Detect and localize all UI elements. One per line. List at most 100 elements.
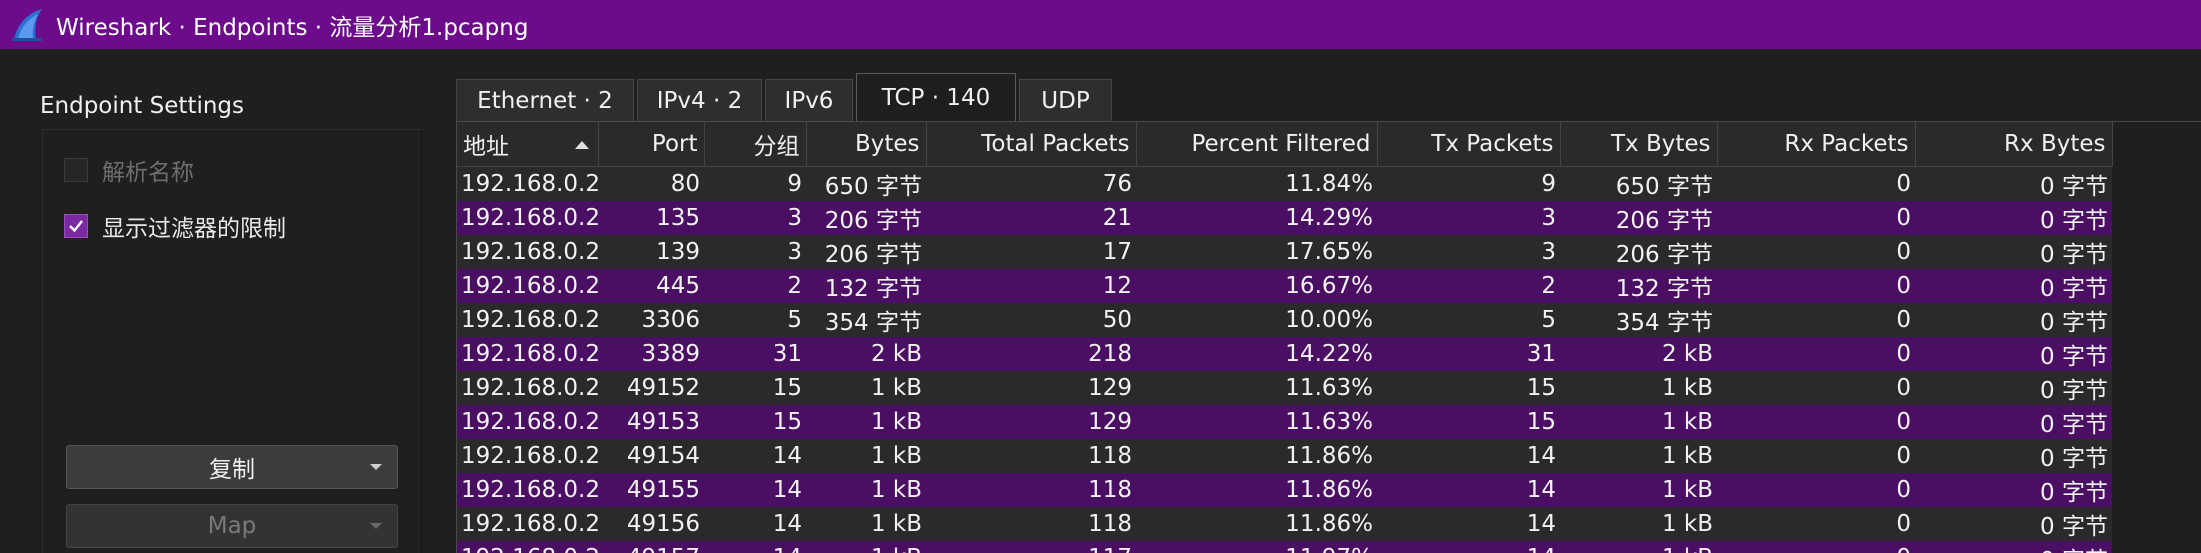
- tab-udp[interactable]: UDP: [1019, 79, 1112, 121]
- cell-tx-bytes: 1 kB: [1560, 540, 1717, 553]
- cell-port: 3306: [598, 302, 704, 337]
- column-header-percent-filtered[interactable]: Percent Filtered: [1136, 122, 1378, 167]
- cell-total-packets: 118: [926, 506, 1136, 541]
- cell-address: 192.168.0.2: [457, 438, 600, 473]
- table-row[interactable]: 192.168.0.2 49155 14 1 kB 118 11.86% 14 1 kB 0 0 …: [457, 472, 2112, 507]
- cell-packets: 14: [704, 438, 806, 473]
- column-header-rx-packets[interactable]: Rx Packets: [1717, 122, 1916, 167]
- cell-port: 139: [598, 234, 704, 269]
- cell-bytes: 206 字节: [806, 200, 926, 235]
- table-row[interactable]: 192.168.0.2 139 3 206 字节 17 17.65% 3 206 字节 0 0 字…: [457, 234, 2112, 269]
- cell-rx-bytes: 0 字节: [1915, 234, 2112, 269]
- cell-port: 49154: [598, 438, 704, 473]
- cell-percent-filtered: 10.00%: [1136, 302, 1377, 337]
- cell-bytes: 132 字节: [806, 268, 926, 303]
- cell-address: 192.168.0.2: [457, 506, 600, 541]
- cell-rx-bytes: 0 字节: [1915, 540, 2112, 553]
- endpoint-settings-label: Endpoint Settings: [40, 93, 245, 119]
- cell-packets: 3: [704, 234, 806, 269]
- cell-total-packets: 50: [926, 302, 1136, 337]
- cell-bytes: 354 字节: [806, 302, 926, 337]
- cell-port: 49152: [598, 370, 704, 405]
- cell-tx-packets: 3: [1377, 200, 1560, 235]
- cell-port: 49155: [598, 472, 704, 507]
- cell-packets: 3: [704, 200, 806, 235]
- cell-port: 445: [598, 268, 704, 303]
- limit-to-display-filter-checkbox[interactable]: [64, 214, 88, 238]
- limit-to-display-filter-option[interactable]: 显示过滤器的限制: [64, 209, 286, 243]
- cell-rx-bytes: 0 字节: [1915, 472, 2112, 507]
- cell-total-packets: 21: [926, 200, 1136, 235]
- resolve-names-label: 解析名称: [102, 160, 194, 186]
- cell-bytes: 1 kB: [806, 472, 926, 507]
- column-header-packets[interactable]: 分组: [704, 122, 807, 167]
- cell-tx-bytes: 1 kB: [1560, 438, 1717, 473]
- table-row[interactable]: 192.168.0.2 49154 14 1 kB 118 11.86% 14 1 kB 0 0 …: [457, 438, 2112, 473]
- cell-tx-bytes: 354 字节: [1560, 302, 1717, 337]
- cell-rx-packets: 0: [1717, 200, 1915, 235]
- tab-ipv6[interactable]: IPv6: [765, 79, 853, 121]
- table-row[interactable]: 192.168.0.2 80 9 650 字节 76 11.84% 9 650 字节 0 0 字节: [457, 166, 2112, 201]
- cell-bytes: 1 kB: [806, 438, 926, 473]
- column-header-port[interactable]: Port: [598, 122, 705, 167]
- column-header-total-packets[interactable]: Total Packets: [926, 122, 1137, 167]
- column-header-address[interactable]: 地址: [457, 122, 599, 167]
- cell-port: 49156: [598, 506, 704, 541]
- cell-bytes: 650 字节: [806, 166, 926, 201]
- cell-percent-filtered: 14.22%: [1136, 336, 1377, 371]
- cell-port: 80: [598, 166, 704, 201]
- cell-tx-packets: 14: [1377, 472, 1560, 507]
- cell-rx-packets: 0: [1717, 336, 1915, 371]
- cell-rx-packets: 0: [1717, 472, 1915, 507]
- cell-rx-bytes: 0 字节: [1915, 370, 2112, 405]
- endpoint-settings-panel: Endpoint Settings 解析名称 显示过滤器的限制 复制 Map: [0, 49, 440, 553]
- table-row[interactable]: 192.168.0.2 135 3 206 字节 21 14.29% 3 206 字节 0 0 字…: [457, 200, 2112, 235]
- cell-rx-bytes: 0 字节: [1915, 166, 2112, 201]
- cell-bytes: 1 kB: [806, 540, 926, 553]
- cell-address: 192.168.0.2: [457, 404, 600, 439]
- table-row[interactable]: 192.168.0.2 3389 31 2 kB 218 14.22% 31 2 kB 0 0 字…: [457, 336, 2112, 371]
- column-header-tx-bytes[interactable]: Tx Bytes: [1560, 122, 1718, 167]
- endpoints-table[interactable]: 地址 Port 分组 Bytes Total Packets Percent F…: [456, 121, 2201, 553]
- column-header-rx-bytes[interactable]: Rx Bytes: [1915, 122, 2113, 167]
- resolve-names-option: 解析名称: [64, 153, 194, 187]
- table-row[interactable]: 192.168.0.2 49156 14 1 kB 118 11.86% 14 1 kB 0 0 …: [457, 506, 2112, 541]
- table-row[interactable]: 192.168.0.2 445 2 132 字节 12 16.67% 2 132 字节 0 0 字…: [457, 268, 2112, 303]
- cell-rx-packets: 0: [1717, 302, 1915, 337]
- cell-packets: 14: [704, 472, 806, 507]
- dropdown-arrow-icon: [370, 523, 382, 529]
- tab-ethernet[interactable]: Ethernet · 2: [456, 79, 634, 121]
- cell-port: 135: [598, 200, 704, 235]
- settings-group-box: [42, 129, 422, 553]
- table-row[interactable]: 192.168.0.2 49152 15 1 kB 129 11.63% 15 1 kB 0 0 …: [457, 370, 2112, 405]
- cell-address: 192.168.0.2: [457, 302, 600, 337]
- cell-packets: 9: [704, 166, 806, 201]
- cell-packets: 15: [704, 370, 806, 405]
- cell-tx-packets: 2: [1377, 268, 1560, 303]
- cell-rx-bytes: 0 字节: [1915, 268, 2112, 303]
- cell-percent-filtered: 11.86%: [1136, 506, 1377, 541]
- cell-bytes: 1 kB: [806, 506, 926, 541]
- column-header-tx-packets[interactable]: Tx Packets: [1377, 122, 1561, 167]
- cell-packets: 14: [704, 540, 806, 553]
- cell-bytes: 1 kB: [806, 404, 926, 439]
- cell-rx-packets: 0: [1717, 404, 1915, 439]
- tab-tcp[interactable]: TCP · 140: [856, 73, 1016, 121]
- cell-total-packets: 129: [926, 404, 1136, 439]
- limit-to-display-filter-label: 显示过滤器的限制: [102, 216, 286, 242]
- cell-percent-filtered: 11.84%: [1136, 166, 1377, 201]
- cell-tx-packets: 14: [1377, 438, 1560, 473]
- cell-rx-packets: 0: [1717, 166, 1915, 201]
- table-row[interactable]: 192.168.0.249157141 kB11711.97%141 kB00 …: [457, 540, 2112, 553]
- cell-tx-packets: 15: [1377, 404, 1560, 439]
- cell-total-packets: 117: [926, 540, 1136, 553]
- table-row[interactable]: 192.168.0.2 3306 5 354 字节 50 10.00% 5 354 字节 0 0 …: [457, 302, 2112, 337]
- cell-tx-packets: 3: [1377, 234, 1560, 269]
- cell-rx-bytes: 0 字节: [1915, 200, 2112, 235]
- copy-button[interactable]: 复制: [66, 445, 398, 489]
- cell-address: 192.168.0.2: [457, 472, 600, 507]
- map-button-label: Map: [207, 513, 257, 539]
- table-row[interactable]: 192.168.0.2 49153 15 1 kB 129 11.63% 15 1 kB 0 0 …: [457, 404, 2112, 439]
- column-header-bytes[interactable]: Bytes: [806, 122, 927, 167]
- tab-ipv4[interactable]: IPv4 · 2: [637, 79, 762, 121]
